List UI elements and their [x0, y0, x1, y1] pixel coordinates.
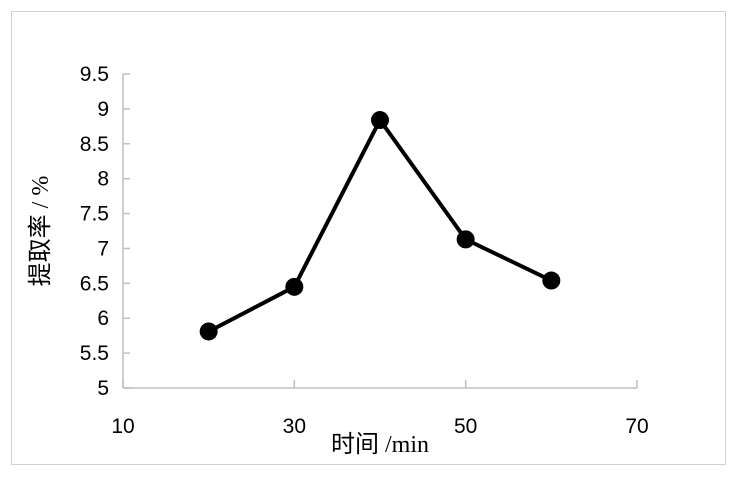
data-point — [456, 230, 475, 249]
data-point — [371, 111, 389, 130]
y-axis-title: 提取率 / % — [27, 176, 54, 287]
y-tick-label: 6.5 — [80, 272, 109, 295]
y-tick-label: 8 — [97, 168, 109, 191]
x-tick-label: 70 — [625, 415, 648, 438]
x-axis-title: 时间 /min — [331, 431, 429, 458]
data-point — [285, 277, 304, 296]
data-point — [199, 322, 218, 341]
y-tick-label: 8.5 — [80, 133, 109, 156]
y-tick-label: 5 — [97, 377, 109, 400]
x-tick-label: 10 — [111, 415, 134, 438]
y-tick-label: 7 — [97, 237, 109, 260]
y-tick-label: 5.5 — [80, 342, 109, 365]
x-tick-label: 30 — [283, 415, 306, 438]
chart-frame — [11, 11, 726, 465]
x-tick-label: 50 — [454, 415, 477, 438]
series-line — [207, 118, 553, 334]
data-point — [542, 271, 561, 290]
y-tick-label: 9.5 — [80, 63, 109, 86]
y-tick-label: 6 — [97, 307, 109, 330]
y-tick-label: 7.5 — [80, 203, 109, 226]
y-tick-label: 9 — [97, 98, 109, 121]
